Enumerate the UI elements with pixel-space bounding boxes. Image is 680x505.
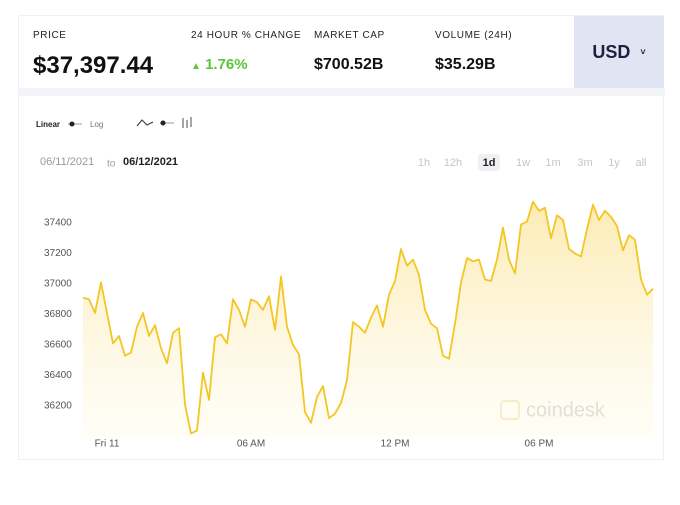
range-button[interactable]: all bbox=[635, 157, 646, 169]
range-button[interactable]: 3m bbox=[577, 157, 592, 169]
price-line bbox=[82, 200, 654, 435]
range-button[interactable]: 12h bbox=[444, 157, 462, 169]
y-tick-label: 37400 bbox=[44, 218, 72, 229]
volume-label: VOLUME (24H) bbox=[435, 30, 513, 41]
range-button[interactable]: 1d bbox=[483, 157, 496, 169]
line-icon[interactable] bbox=[136, 119, 154, 127]
change-value: 1.76% bbox=[205, 56, 248, 73]
y-tick-label: 36400 bbox=[44, 370, 72, 381]
y-tick-label: 37000 bbox=[44, 279, 72, 290]
range-button[interactable]: 1y bbox=[608, 157, 620, 169]
toggle-knob[interactable] bbox=[160, 120, 166, 126]
date-from[interactable]: 06/11/2021 bbox=[40, 156, 94, 168]
range-button[interactable]: 1w bbox=[516, 157, 530, 169]
range-button[interactable]: 1h bbox=[418, 157, 430, 169]
linear-option[interactable]: Linear bbox=[36, 120, 60, 129]
toggle-knob[interactable] bbox=[69, 121, 75, 127]
area bbox=[83, 201, 653, 437]
market-cap: $700.52B bbox=[314, 56, 384, 73]
x-tick-label: 06 AM bbox=[237, 439, 265, 450]
y-tick-label: 37200 bbox=[44, 248, 72, 259]
price-label: PRICE bbox=[33, 30, 67, 41]
log-option[interactable]: Log bbox=[90, 120, 103, 129]
range-selected[interactable] bbox=[478, 154, 500, 171]
price: $37,397.44 bbox=[33, 52, 154, 79]
currency[interactable]: USD bbox=[592, 41, 631, 62]
currency-select[interactable]: USD ˅ bbox=[574, 16, 664, 88]
x-tick-label: 12 PM bbox=[381, 439, 410, 450]
change-label: 24 HOUR % CHANGE bbox=[191, 30, 302, 41]
x-tick-label: 06 PM bbox=[525, 439, 554, 450]
change: ▲ 1.76% bbox=[191, 56, 248, 73]
y-tick-label: 36600 bbox=[44, 340, 72, 351]
date-to[interactable]: 06/12/2021 bbox=[123, 156, 178, 168]
x-tick-label: Fri 11 bbox=[95, 439, 120, 450]
range-button[interactable]: 1m bbox=[545, 157, 560, 169]
separator bbox=[19, 88, 665, 96]
y-tick-label: 36800 bbox=[44, 309, 72, 320]
candle-icon[interactable] bbox=[182, 117, 192, 128]
date-to-word: to bbox=[107, 159, 116, 170]
market-cap-label: MARKET CAP bbox=[314, 30, 385, 41]
volume: $35.29B bbox=[435, 56, 496, 73]
y-tick-label: 36200 bbox=[44, 401, 72, 412]
